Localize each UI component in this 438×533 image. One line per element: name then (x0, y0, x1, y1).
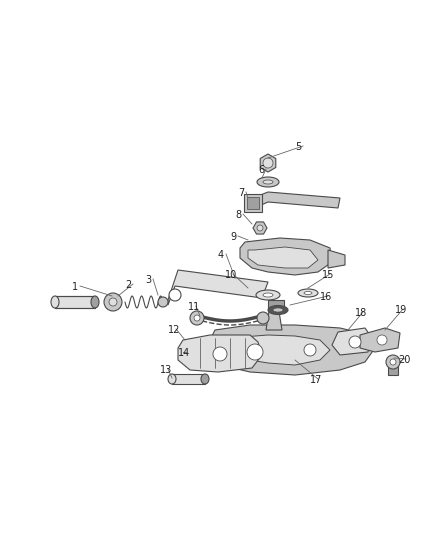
Polygon shape (55, 296, 95, 308)
Text: 16: 16 (320, 292, 332, 302)
Polygon shape (260, 154, 276, 172)
Text: 7: 7 (238, 188, 244, 198)
Text: 11: 11 (188, 302, 200, 312)
Text: 13: 13 (160, 365, 172, 375)
Text: 5: 5 (295, 142, 301, 152)
Ellipse shape (51, 296, 59, 308)
Ellipse shape (268, 305, 288, 314)
Text: 12: 12 (168, 325, 180, 335)
Polygon shape (210, 325, 375, 375)
Circle shape (257, 225, 263, 231)
Polygon shape (253, 222, 267, 234)
Polygon shape (222, 335, 330, 365)
Text: 2: 2 (125, 280, 131, 290)
Ellipse shape (256, 290, 280, 300)
Text: 8: 8 (235, 210, 241, 220)
Ellipse shape (263, 293, 273, 297)
Text: 17: 17 (310, 375, 322, 385)
Circle shape (190, 311, 204, 325)
Polygon shape (172, 374, 205, 384)
Ellipse shape (298, 289, 318, 297)
Polygon shape (106, 298, 120, 306)
Polygon shape (240, 238, 332, 275)
Circle shape (349, 336, 361, 348)
Polygon shape (168, 270, 268, 305)
Text: 10: 10 (225, 270, 237, 280)
Circle shape (390, 359, 396, 365)
Text: 18: 18 (355, 308, 367, 318)
Circle shape (386, 355, 400, 369)
Polygon shape (266, 305, 282, 330)
Circle shape (377, 335, 387, 345)
Circle shape (104, 293, 122, 311)
Ellipse shape (304, 292, 312, 295)
Circle shape (194, 315, 200, 321)
Text: 20: 20 (398, 355, 410, 365)
Text: 14: 14 (178, 348, 190, 358)
Polygon shape (360, 328, 400, 352)
Ellipse shape (201, 374, 209, 384)
Ellipse shape (91, 296, 99, 308)
Polygon shape (247, 197, 259, 209)
Circle shape (213, 347, 227, 361)
Polygon shape (248, 247, 318, 268)
Circle shape (169, 289, 181, 301)
Text: 6: 6 (258, 165, 264, 175)
Ellipse shape (263, 180, 273, 184)
Polygon shape (332, 328, 372, 355)
Polygon shape (248, 192, 340, 210)
Ellipse shape (273, 308, 283, 312)
Circle shape (109, 298, 117, 306)
Circle shape (247, 344, 263, 360)
Circle shape (257, 312, 269, 324)
Polygon shape (328, 250, 345, 268)
Circle shape (304, 344, 316, 356)
Text: 19: 19 (395, 305, 407, 315)
Text: 3: 3 (145, 275, 151, 285)
Text: 15: 15 (322, 270, 334, 280)
Polygon shape (178, 335, 262, 372)
Ellipse shape (257, 177, 279, 187)
Polygon shape (268, 300, 284, 308)
Text: 1: 1 (72, 282, 78, 292)
Polygon shape (182, 338, 228, 368)
Polygon shape (244, 194, 262, 212)
Polygon shape (388, 365, 398, 375)
Ellipse shape (168, 374, 176, 384)
Text: 9: 9 (230, 232, 236, 242)
Circle shape (158, 297, 168, 307)
Text: 4: 4 (218, 250, 224, 260)
Circle shape (263, 158, 273, 168)
